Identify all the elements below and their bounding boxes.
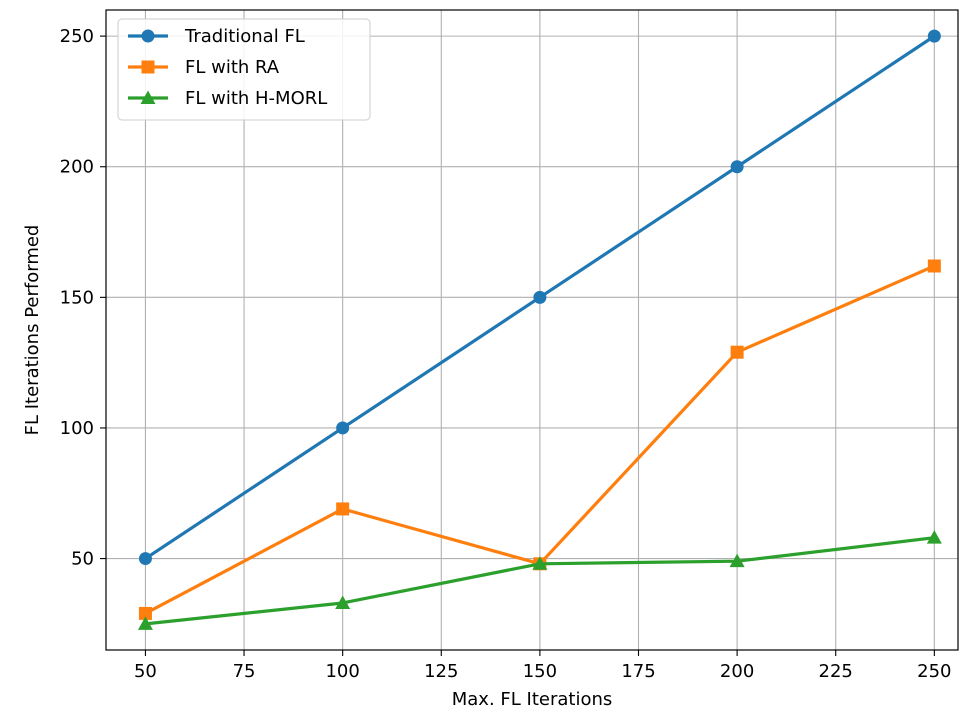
legend-item: FL with H-MORL [128, 88, 327, 109]
series-layer [137, 29, 942, 630]
ticks: 50 75 100 125 150 175 200 225 250 50 100 150 200 250 [60, 26, 952, 682]
legend: Traditional FL FL with RA FL with H-MORL [117, 18, 371, 121]
legend-label: Traditional FL [184, 26, 305, 47]
x-tick-label: 200 [720, 661, 754, 682]
y-tick-label: 50 [71, 549, 94, 570]
x-tick-label: 225 [819, 661, 853, 682]
data-point [926, 530, 942, 544]
y-tick-label: 150 [60, 287, 94, 308]
data-point [730, 345, 744, 359]
data-point [927, 29, 941, 43]
data-point [336, 502, 350, 516]
y-tick-label: 200 [60, 157, 94, 178]
x-tick-label: 250 [917, 661, 951, 682]
plot-frame [105, 9, 959, 651]
legend-label: FL with H-MORL [185, 88, 327, 109]
data-point [532, 556, 548, 570]
legend-label: FL with RA [185, 57, 280, 78]
y-axis-label: FL Iterations Performed [22, 225, 43, 436]
x-tick-label: 100 [325, 661, 359, 682]
x-tick-label: 75 [233, 661, 256, 682]
data-point [533, 290, 547, 304]
y-tick-label: 100 [60, 418, 94, 439]
data-point [730, 160, 744, 174]
legend-item: FL with RA [128, 57, 280, 78]
x-tick-label: 175 [621, 661, 655, 682]
legend-marker [141, 29, 155, 43]
legend-marker [141, 60, 155, 74]
legend-box [117, 18, 371, 121]
y-tick-label: 250 [60, 26, 94, 47]
series-1 [138, 29, 941, 566]
data-point [729, 553, 745, 568]
legend-item: Traditional FL [128, 26, 305, 47]
grid [106, 10, 958, 650]
x-tick-label: 150 [523, 661, 557, 682]
data-point [335, 595, 351, 609]
data-point [336, 421, 350, 435]
data-point [138, 552, 152, 566]
legend-marker [140, 90, 156, 104]
series-3 [137, 530, 942, 630]
data-point [138, 606, 152, 620]
x-tick-label: 50 [134, 661, 157, 682]
data-point [927, 259, 941, 273]
data-point [137, 616, 153, 630]
x-axis-label: Max. FL Iterations [452, 689, 613, 710]
x-tick-label: 125 [424, 661, 458, 682]
